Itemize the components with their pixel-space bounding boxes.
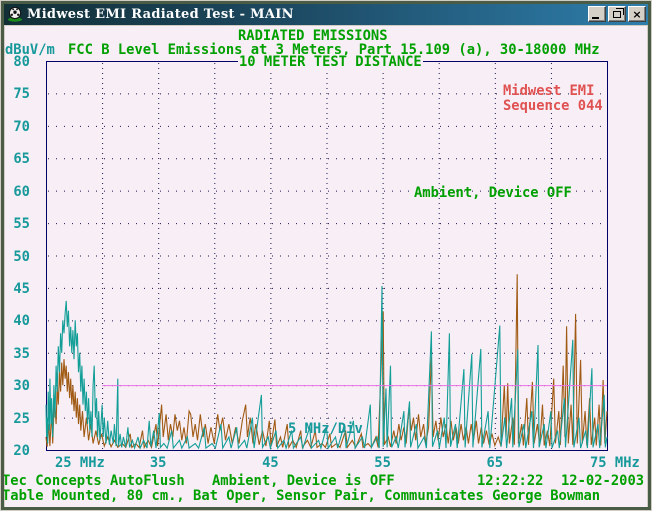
trace-teal [45, 285, 608, 451]
client-area [5, 26, 647, 507]
chart-title: RADIATED EMISSIONS [238, 28, 388, 44]
status-operator: Tec Concepts AutoFlush [2, 473, 185, 489]
y-tick-label: 35 [13, 345, 30, 362]
y-tick-label: 75 [13, 86, 30, 103]
minimize-icon [592, 17, 599, 19]
sequence-label-line1: Midwest EMI [503, 83, 595, 99]
close-icon: × [632, 7, 642, 21]
y-tick-label: 55 [13, 216, 30, 233]
x-tick-label: 65 [486, 455, 504, 471]
status-date: 12-02-2003 [561, 473, 645, 489]
minimize-button[interactable] [588, 6, 606, 22]
status-setup: Table Mounted, 80 cm., Bat Oper, Sensor … [2, 488, 601, 504]
x-tick-label: 35 [149, 455, 167, 471]
y-tick-label: 80 [13, 54, 30, 70]
x-tick-label: 55 [374, 455, 391, 471]
y-tick-label: 60 [13, 183, 30, 200]
status-mode: Ambient, Device is OFF [212, 473, 395, 489]
close-button[interactable]: × [628, 6, 646, 22]
restore-button[interactable] [608, 6, 626, 22]
y-tick-label: 50 [13, 248, 30, 265]
window-title: Midwest EMI Radiated Test - MAIN [27, 6, 294, 22]
app-icon [8, 6, 22, 22]
ambient-annotation: Ambient, Device OFF [414, 185, 572, 201]
sequence-label-line2: Sequence 044 [503, 98, 603, 114]
y-tick-label: 20 [13, 443, 30, 459]
y-tick-label: 70 [13, 118, 30, 135]
y-tick-label: 40 [13, 313, 30, 330]
y-axis-unit: dBuV/m [5, 42, 55, 58]
per-div-label: 5 MHz/Div [288, 421, 363, 437]
trace-brown [45, 274, 608, 450]
x-tick-label: 25 MHz [55, 455, 105, 471]
test-distance-note: 10 METER TEST DISTANCE [238, 54, 423, 70]
y-tick-label: 65 [13, 151, 30, 168]
restore-icon [613, 11, 621, 18]
y-tick-label: 25 [13, 410, 30, 427]
status-time: 12:22:22 [477, 473, 544, 489]
y-tick-label: 45 [13, 280, 30, 297]
x-tick-label: 75 MHz [590, 455, 640, 471]
y-tick-label: 30 [13, 378, 30, 395]
x-tick-label: 45 [262, 455, 279, 471]
titlebar[interactable]: Midwest EMI Radiated Test - MAIN × [4, 3, 648, 25]
chart-subtitle: FCC B Level Emissions at 3 Meters, Part … [68, 42, 600, 58]
